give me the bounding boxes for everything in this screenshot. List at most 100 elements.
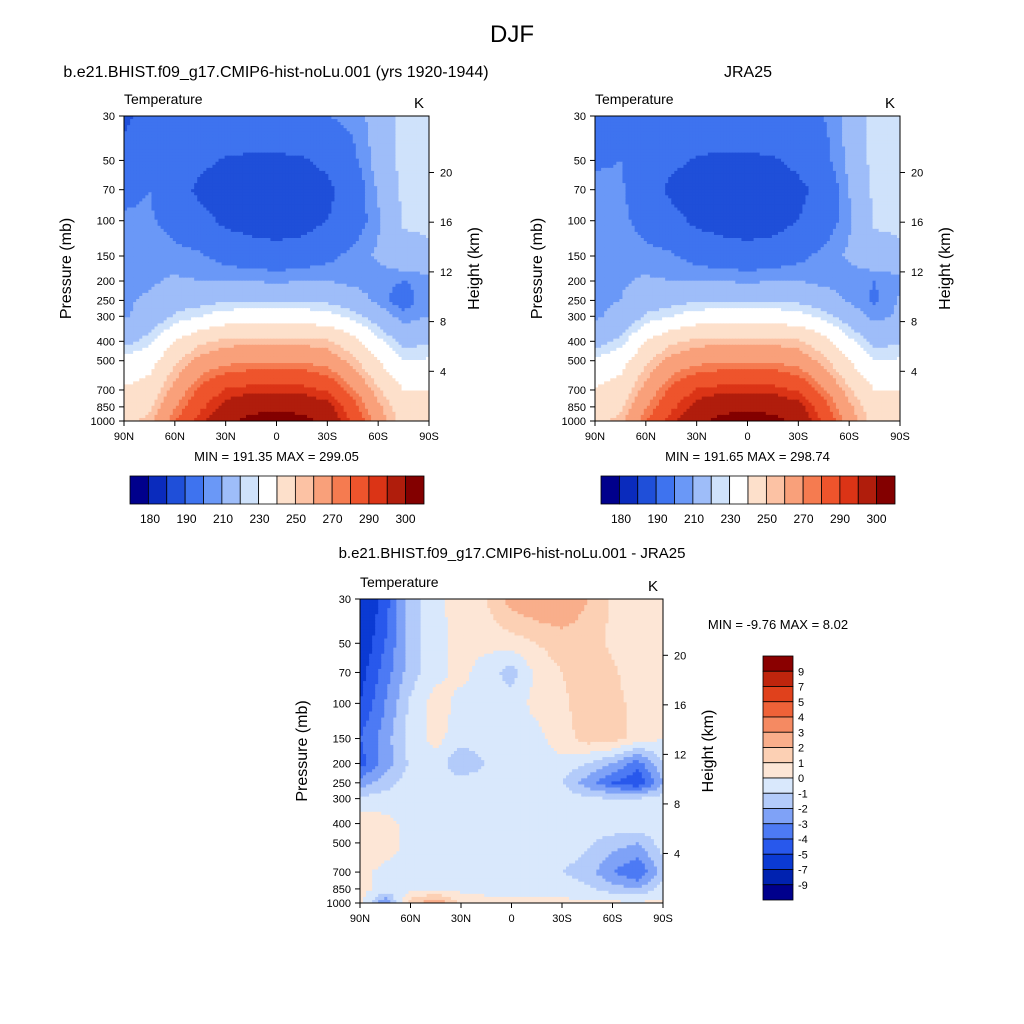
heatmap-cell <box>340 192 345 196</box>
heatmap-cell <box>136 250 140 254</box>
heatmap-cell <box>331 195 336 199</box>
heatmap-cell <box>160 213 165 218</box>
heatmap-cell <box>294 207 299 212</box>
heatmap-cell <box>255 222 259 227</box>
heatmap-cell <box>203 170 207 175</box>
heatmap-cell <box>227 228 232 233</box>
heatmap-cell <box>310 164 314 169</box>
heatmap-cell <box>282 265 287 270</box>
heatmap-cell <box>136 137 140 141</box>
heatmap-cell <box>279 259 284 263</box>
heatmap-cell <box>133 247 137 251</box>
heatmap-cell <box>371 256 375 260</box>
heatmap-cell <box>319 164 323 169</box>
heatmap-cell <box>246 122 250 126</box>
heatmap-cell <box>346 146 351 151</box>
heatmap-cell <box>246 189 250 193</box>
heatmap-cell <box>249 259 253 263</box>
heatmap-cell <box>358 173 363 178</box>
heatmap-cell <box>392 131 397 135</box>
heatmap-cell <box>413 125 418 129</box>
heatmap-cell <box>136 262 140 267</box>
heatmap-cell <box>419 183 424 187</box>
heatmap-cell <box>221 177 226 181</box>
heatmap-cell <box>364 183 369 187</box>
heatmap-cell <box>307 204 311 209</box>
heatmap-cell <box>313 244 317 248</box>
heatmap-cell <box>175 149 180 154</box>
heatmap-cell <box>136 173 140 178</box>
heatmap-cell <box>361 195 366 199</box>
heatmap-cell <box>148 259 153 263</box>
heatmap-cell <box>368 140 372 145</box>
heatmap-cell <box>273 262 278 267</box>
heatmap-cell <box>160 183 165 187</box>
heatmap-cell <box>346 207 351 212</box>
heatmap-cell <box>252 204 256 209</box>
heatmap-cell <box>242 207 247 212</box>
heatmap-cell <box>246 219 250 224</box>
heatmap-cell <box>404 161 409 166</box>
heatmap-cell <box>358 225 363 230</box>
heatmap-cell <box>319 116 323 120</box>
heatmap-cell <box>285 119 290 123</box>
heatmap-cell <box>197 158 201 163</box>
heatmap-cell <box>413 164 418 169</box>
heatmap-cell <box>194 225 198 230</box>
heatmap-cell <box>273 189 278 193</box>
heatmap-cell <box>258 241 262 245</box>
heatmap-cell <box>407 204 412 209</box>
heatmap-cell <box>422 137 427 141</box>
heatmap-cell <box>425 143 429 148</box>
heatmap-cell <box>185 256 189 260</box>
heatmap-cell <box>227 134 232 138</box>
heatmap-cell <box>172 228 177 233</box>
heatmap-cell <box>401 186 406 190</box>
heatmap-cell <box>191 128 195 132</box>
heatmap-cell <box>288 204 293 209</box>
heatmap-cell <box>297 241 302 245</box>
heatmap-cell <box>410 234 415 239</box>
heatmap-cell <box>239 161 244 166</box>
heatmap-cell <box>307 253 311 257</box>
heatmap-cell <box>337 186 342 190</box>
heatmap-cell <box>291 225 296 230</box>
heatmap-cell <box>288 259 293 263</box>
heatmap-cell <box>337 256 342 260</box>
heatmap-cell <box>288 213 293 218</box>
heatmap-cell <box>175 192 180 196</box>
heatmap-cell <box>319 238 323 242</box>
heatmap-cell <box>361 167 366 172</box>
heatmap-cell <box>313 122 317 126</box>
heatmap-cell <box>124 180 128 184</box>
heatmap-cell <box>145 207 149 212</box>
heatmap-cell <box>368 189 372 193</box>
heatmap-cell <box>142 234 146 239</box>
heatmap-cell <box>188 167 192 172</box>
heatmap-cell <box>169 137 174 141</box>
heatmap-cell <box>319 228 323 233</box>
heatmap-cell <box>124 158 128 163</box>
heatmap-cell <box>328 234 332 239</box>
heatmap-cell <box>142 180 146 184</box>
heatmap-cell <box>130 231 134 236</box>
heatmap-cell <box>246 256 250 260</box>
heatmap-cell <box>300 192 305 196</box>
heatmap-cell <box>377 256 381 260</box>
heatmap-cell <box>371 222 375 227</box>
heatmap-cell <box>175 155 180 160</box>
heatmap-cell <box>181 262 186 267</box>
heatmap-cell <box>160 244 165 248</box>
heatmap-cell <box>410 164 415 169</box>
heatmap-cell <box>328 262 332 267</box>
heatmap-cell <box>358 265 363 270</box>
heatmap-cell <box>261 186 265 190</box>
heatmap-cell <box>224 238 229 242</box>
heatmap-cell <box>200 177 204 181</box>
heatmap-cell <box>169 122 174 126</box>
heatmap-cell <box>255 262 259 267</box>
heatmap-cell <box>303 134 308 138</box>
heatmap-cell <box>349 247 354 251</box>
heatmap-cell <box>337 155 342 160</box>
heatmap-cell <box>209 131 214 135</box>
